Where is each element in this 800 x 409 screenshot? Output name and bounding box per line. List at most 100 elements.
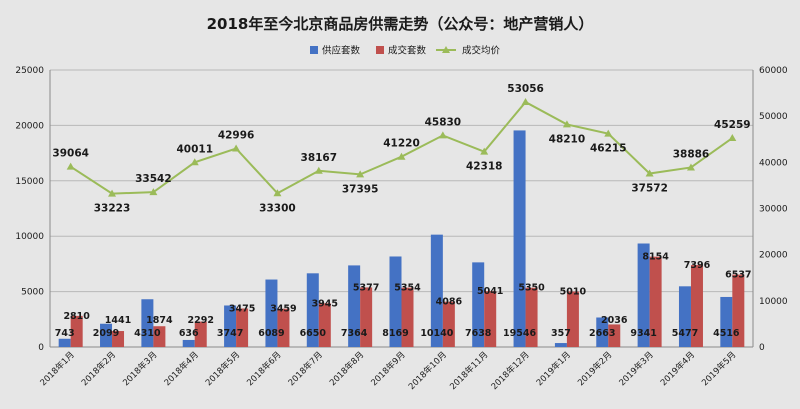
price-value-label: 41220 — [383, 138, 420, 150]
price-point — [397, 152, 406, 160]
supply-bar — [554, 343, 567, 347]
deal-value-label: 5041 — [477, 286, 503, 297]
left-tick-label: 25000 — [15, 66, 44, 76]
price-point — [562, 120, 571, 128]
supply-bar — [596, 317, 609, 347]
supply-bar — [100, 323, 113, 347]
right-tick-label: 30000 — [759, 205, 788, 215]
supply-value-label: 9341 — [630, 328, 656, 339]
deal-bar — [525, 287, 538, 347]
supply-value-label: 7364 — [341, 328, 368, 339]
left-tick-label: 20000 — [15, 121, 44, 131]
deal-value-label: 5377 — [353, 282, 379, 293]
deal-bar — [153, 326, 166, 347]
right-tick-label: 60000 — [759, 66, 788, 76]
supply-value-label: 19546 — [503, 328, 536, 339]
deal-value-label: 6537 — [725, 270, 751, 281]
x-tick-label: 2018年2月 — [79, 349, 118, 388]
supply-bar — [430, 234, 443, 347]
price-point — [728, 134, 737, 142]
right-tick-label: 0 — [759, 343, 765, 353]
right-tick-label: 10000 — [759, 297, 788, 307]
price-line — [66, 98, 737, 197]
deal-bar — [112, 331, 125, 347]
supply-value-label: 7638 — [465, 328, 492, 339]
price-value-label: 40011 — [176, 143, 213, 155]
deal-value-label: 2810 — [63, 311, 90, 322]
price-value-label: 37395 — [342, 183, 379, 195]
price-point — [480, 147, 489, 155]
deal-bar — [484, 291, 497, 347]
legend-label: 成交均价 — [462, 45, 501, 57]
supply-bar — [58, 338, 71, 347]
x-tick-label: 2019年2月 — [575, 349, 614, 388]
deal-value-label: 1441 — [105, 315, 131, 326]
price-value-label: 38886 — [673, 148, 710, 160]
supply-value-label: 2663 — [589, 328, 615, 339]
x-tick-label: 2019年4月 — [658, 349, 697, 388]
price-value-label: 39064 — [52, 148, 89, 160]
supply-bar — [224, 305, 237, 347]
left-tick-label: 0 — [38, 343, 44, 353]
supply-bar — [513, 130, 526, 347]
deal-bar — [442, 301, 455, 347]
supply-value-label: 357 — [551, 328, 571, 339]
deal-value-label: 4086 — [436, 297, 463, 308]
deal-value-label: 3459 — [270, 304, 296, 315]
deal-bar — [690, 265, 703, 347]
supply-value-label: 6650 — [300, 328, 327, 339]
supply-bar — [182, 339, 195, 347]
deal-bar — [194, 321, 207, 347]
price-value-label: 48210 — [549, 133, 586, 145]
supply-bar — [389, 256, 402, 347]
price-value-label: 38167 — [301, 152, 338, 164]
deal-bar — [732, 274, 745, 347]
right-tick-label: 40000 — [759, 158, 788, 168]
right-tick-label: 20000 — [759, 251, 788, 261]
price-point — [686, 163, 695, 171]
deal-bar — [70, 315, 83, 347]
deal-value-label: 3475 — [229, 303, 255, 314]
x-tick-label: 2018年6月 — [245, 349, 284, 388]
supply-bar — [265, 279, 278, 347]
deal-value-label: 2292 — [188, 315, 214, 326]
x-tick-label: 2019年1月 — [534, 349, 573, 388]
x-tick-label: 2018年1月 — [38, 349, 77, 388]
supply-value-label: 2099 — [93, 328, 119, 339]
x-tick-label: 2018年9月 — [369, 349, 408, 388]
deal-value-label: 5350 — [518, 283, 545, 294]
supply-bar — [637, 243, 650, 347]
x-tick-label: 2018年3月 — [121, 349, 160, 388]
price-value-label: 53056 — [507, 83, 544, 95]
price-value-label: 33542 — [135, 173, 172, 185]
deal-bar — [318, 303, 331, 347]
supply-value-label: 6089 — [258, 328, 284, 339]
deal-bar — [608, 324, 621, 347]
bars — [58, 130, 745, 347]
price-value-label: 45259 — [714, 119, 751, 131]
deal-bar — [401, 287, 414, 347]
supply-value-label: 10140 — [420, 328, 453, 339]
deal-value-label: 7396 — [684, 260, 711, 271]
deal-bar — [360, 287, 373, 347]
left-tick-label: 15000 — [15, 177, 44, 187]
deal-value-label: 3945 — [312, 298, 338, 309]
price-value-label: 33300 — [259, 202, 296, 214]
deal-value-label: 8154 — [642, 252, 669, 263]
left-tick-label: 5000 — [21, 288, 44, 298]
deal-bar — [649, 256, 662, 347]
left-axis: 0 5000 10000 15000 20000 25000 — [15, 66, 44, 353]
supply-bar — [720, 296, 733, 347]
legend-label: 成交套数 — [388, 45, 427, 57]
line-labels: 39064 33223 33542 40011 42996 33300 38167 37395… — [52, 83, 750, 215]
deal-bar — [236, 308, 249, 347]
supply-value-label: 3747 — [217, 328, 243, 339]
price-value-label: 33223 — [94, 203, 131, 215]
x-axis: 2018年1月 2018年2月 2018年3月 2018年4月 2018年5月 2018年… — [38, 349, 739, 392]
price-point — [438, 131, 447, 139]
deal-value-label: 5010 — [560, 286, 587, 297]
price-point — [66, 162, 75, 170]
x-tick-label: 2018年12月 — [489, 349, 532, 392]
